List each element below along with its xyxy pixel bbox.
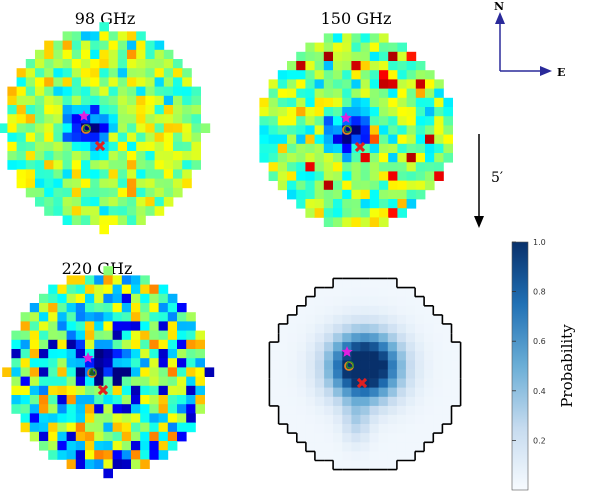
cross-marker-icon	[356, 377, 368, 389]
map-220ghz	[2, 266, 215, 479]
circle-marker-icon	[83, 124, 91, 132]
compass-north-label: N	[494, 0, 504, 13]
panel-title-98ghz: 98 GHz	[75, 9, 136, 28]
colorbar-tick-label: 0.2	[533, 436, 546, 445]
colorbar-gradient	[511, 241, 529, 491]
colorbar-tick-label: 0.4	[533, 387, 546, 396]
colorbar-tick-label: 0.6	[533, 337, 546, 346]
arrow-down-icon	[474, 216, 484, 228]
panel-title-220ghz: 220 GHz	[62, 259, 133, 278]
markers	[82, 352, 109, 396]
panel-title-150ghz: 150 GHz	[321, 9, 392, 28]
star-marker-icon	[341, 346, 353, 357]
colorbar-tick-label: 1.0	[533, 238, 546, 247]
cross-marker-icon	[354, 141, 366, 153]
map-98ghz	[0, 22, 211, 235]
east-arrow-icon	[540, 66, 552, 76]
star-marker-icon	[82, 352, 94, 363]
compass: N E	[494, 0, 565, 79]
scale-bar: 5′	[474, 134, 503, 228]
colorbar: 0.2 0.4 0.6 0.8 1.0 Probability	[511, 238, 576, 491]
footprint-outline	[268, 277, 462, 471]
map-150ghz	[259, 33, 453, 227]
markers	[341, 346, 368, 389]
cross-marker-icon	[94, 140, 106, 152]
colorbar-label: Probability	[558, 324, 576, 408]
star-marker-icon	[340, 112, 352, 123]
colorbar-tick-label: 0.8	[533, 288, 546, 297]
markers	[340, 112, 366, 153]
scale-bar-label: 5′	[491, 170, 503, 186]
cross-marker-icon	[97, 384, 109, 396]
star-marker-icon	[78, 110, 90, 121]
north-arrow-icon	[495, 12, 505, 24]
circle-marker-icon	[89, 368, 97, 376]
triangle-marker-icon	[89, 368, 95, 375]
circle-marker-icon	[346, 361, 354, 369]
circle-marker-icon	[344, 125, 352, 133]
probability-map	[268, 277, 462, 471]
markers	[78, 110, 106, 152]
compass-east-label: E	[557, 66, 565, 79]
